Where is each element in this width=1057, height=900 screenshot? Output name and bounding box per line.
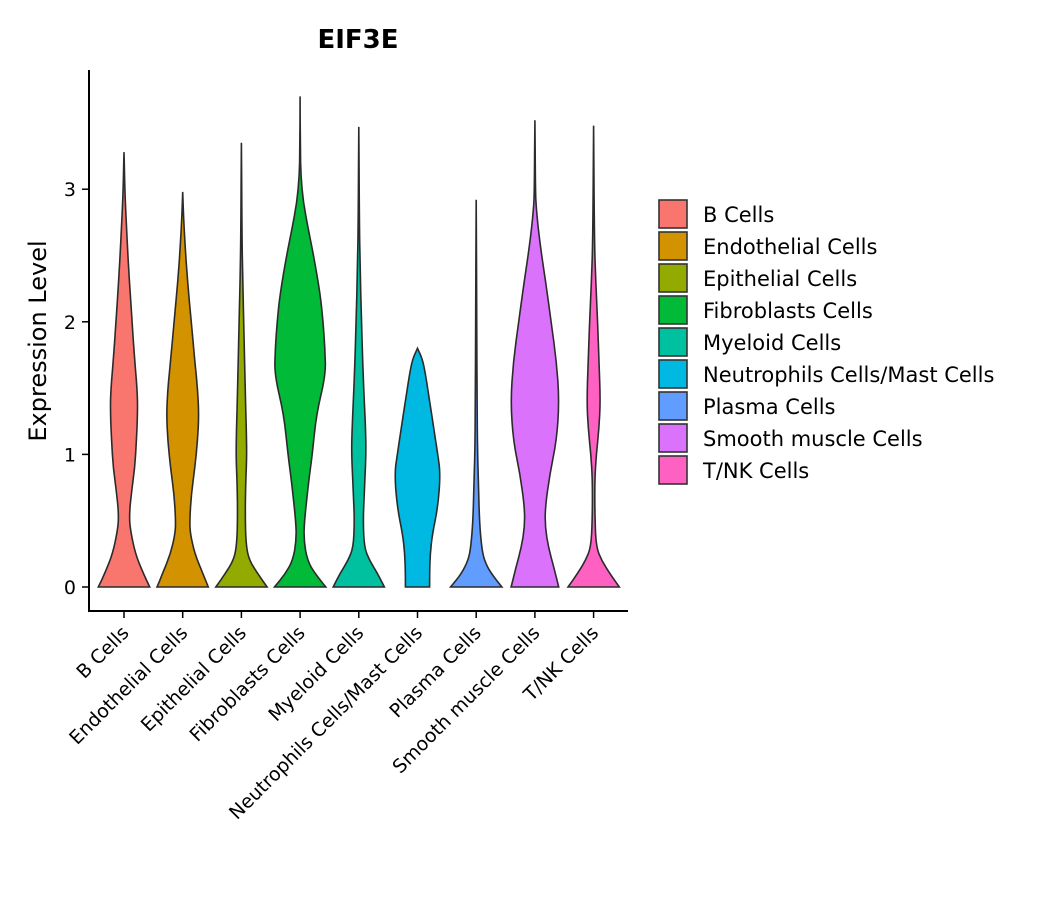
x-tick-label: Epithelial Cells: [137, 622, 251, 736]
legend-key: [658, 263, 688, 293]
violin-neutrophils-cells-mast-cells: [394, 346, 441, 588]
violin-fibroblasts-cells: [272, 96, 328, 588]
legend-label: Neutrophils Cells/Mast Cells: [703, 363, 994, 387]
y-tick-label: 3: [64, 179, 76, 201]
y-tick-label: 1: [64, 444, 76, 466]
legend-key: [658, 359, 688, 389]
y-tick-label: 2: [64, 312, 76, 334]
legend-label: B Cells: [703, 203, 774, 227]
legend-label: Endothelial Cells: [703, 235, 877, 259]
violin-b-cells: [97, 152, 151, 588]
legend-label: Epithelial Cells: [703, 267, 857, 291]
legend-label: Plasma Cells: [703, 395, 836, 419]
legend-label: Fibroblasts Cells: [703, 299, 873, 323]
violin-endothelial-cells: [155, 191, 210, 588]
legend-key: [658, 327, 688, 357]
violin-smooth-muscle-cells: [510, 120, 560, 588]
legend-label: Smooth muscle Cells: [703, 427, 923, 451]
violin-t-nk-cells: [566, 125, 621, 588]
legend-key: [658, 199, 688, 229]
y-axis-label: Expression Level: [24, 240, 52, 441]
violin-plasma-cells: [448, 199, 504, 588]
violin-epithelial-cells: [214, 142, 269, 588]
chart-title: EIF3E: [317, 25, 398, 55]
legend-key: [658, 423, 688, 453]
legend-key: [658, 391, 688, 421]
legend-label: T/NK Cells: [702, 459, 809, 483]
y-tick-label: 0: [64, 577, 76, 599]
legend-key: [658, 295, 688, 325]
legend-key: [658, 231, 688, 261]
legend-key: [658, 455, 688, 485]
legend-label: Myeloid Cells: [703, 331, 841, 355]
violin-myeloid-cells: [331, 126, 386, 588]
